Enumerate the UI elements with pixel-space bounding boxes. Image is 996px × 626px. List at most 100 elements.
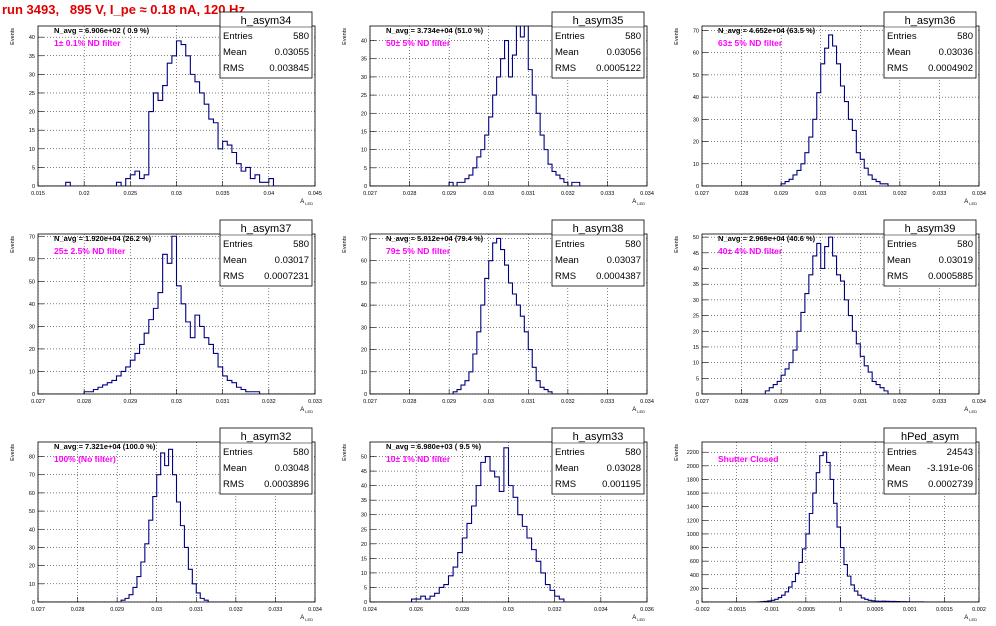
x-tick-label: -0.0005: [797, 607, 816, 613]
x-tick-label: 0.033: [933, 399, 947, 405]
stats-title: h_asym38: [573, 223, 624, 235]
stats-value: 580: [625, 239, 641, 250]
x-tick-label: 0.033: [933, 191, 947, 197]
y-tick-label: 10: [693, 162, 699, 168]
y-tick-label: 10: [361, 370, 367, 376]
plot-frame: [37, 441, 316, 603]
stats-key: Entries: [223, 447, 253, 458]
stats-value: 0.001195: [602, 479, 641, 490]
filter-label: 79± 5% ND filter: [386, 246, 451, 256]
stats-value: 0.03019: [939, 255, 973, 266]
y-tick-label: 5: [32, 165, 35, 171]
filter-label: 100% (No filter): [54, 454, 116, 464]
navg-text: N_avg = 5.812e+04 (79.4 %): [386, 234, 484, 243]
stats-key: Mean: [555, 47, 579, 58]
x-tick-label: 0.0015: [936, 607, 953, 613]
y-tick-label: 0: [364, 600, 367, 606]
y-tick-label: 35: [693, 282, 699, 288]
y-tick-label: 60: [693, 51, 699, 57]
y-tick-label: 0: [32, 600, 35, 606]
y-tick-label: 800: [690, 546, 699, 552]
y-tick-label: 25: [29, 91, 35, 97]
stats-key: Entries: [555, 447, 585, 458]
y-tick-label: 0: [32, 392, 35, 398]
x-tick-label: 0.032: [893, 399, 907, 405]
stats-value: 0.03017: [275, 255, 309, 266]
stats-value: 0.0005885: [928, 271, 973, 282]
x-tick-label: 0.028: [735, 399, 749, 405]
histogram-series: [42, 40, 315, 186]
x-tick-label: 0.034: [640, 399, 654, 405]
y-tick-label: 50: [361, 281, 367, 287]
x-tick-label: 0.002: [972, 607, 986, 613]
y-tick-label: 2200: [687, 450, 699, 456]
stats-value: 0.0004387: [596, 271, 641, 282]
y-tick-label: 20: [29, 564, 35, 570]
x-axis-title-subscript: LED: [637, 201, 645, 206]
y-tick-label: 20: [29, 347, 35, 353]
stats-key: RMS: [555, 271, 576, 282]
y-tick-label: 20: [693, 140, 699, 146]
x-tick-label: 0.026: [409, 607, 423, 613]
x-axis-title: ALED: [300, 407, 313, 414]
x-tick-label: 0.033: [601, 191, 615, 197]
x-tick-label: 0.029: [123, 399, 137, 405]
stats-value: 0.0007231: [264, 271, 309, 282]
y-tick-label: 15: [361, 129, 367, 135]
x-tick-label: 0.029: [110, 607, 124, 613]
x-tick-label: 0.032: [561, 191, 575, 197]
x-tick-label: 0.031: [853, 399, 867, 405]
y-tick-label: 5: [364, 166, 367, 172]
histogram-series: [702, 34, 979, 186]
stats-box: [551, 11, 645, 79]
stats-key: RMS: [223, 271, 244, 282]
x-axis-title: ALED: [632, 407, 645, 414]
stats-key: Mean: [223, 463, 247, 474]
stats-value: 580: [957, 31, 973, 42]
stats-value: 0.0003896: [264, 479, 309, 490]
x-tick-label: 0.028: [735, 191, 749, 197]
y-tick-label: 30: [693, 298, 699, 304]
x-tick-label: 0.031: [189, 607, 203, 613]
x-axis-title: ALED: [964, 615, 977, 622]
y-tick-label: 0: [696, 392, 699, 398]
y-axis-title: Events: [342, 28, 348, 45]
x-tick-label: 0.034: [640, 191, 654, 197]
navg-text: N_avg = 6.906e+02 ( 0.9 %): [54, 26, 150, 35]
x-tick-label: 0.045: [308, 191, 322, 197]
stats-key: Entries: [887, 239, 917, 250]
y-tick-label: 60: [29, 257, 35, 263]
x-tick-label: 0.028: [77, 399, 91, 405]
filter-label: Shutter Closed: [718, 454, 778, 464]
x-tick-label: 0.029: [774, 191, 788, 197]
y-tick-label: 40: [29, 527, 35, 533]
filter-label: 25± 2.5% ND filter: [54, 246, 126, 256]
x-tick-label: 0.024: [363, 607, 377, 613]
stats-key: Mean: [887, 255, 911, 266]
stats-value: 580: [293, 31, 309, 42]
x-tick-label: -0.002: [694, 607, 710, 613]
stats-box: [551, 427, 645, 495]
y-tick-label: 60: [29, 491, 35, 497]
y-tick-label: 5: [696, 376, 699, 382]
stats-key: Mean: [887, 463, 911, 474]
x-axis-title-subscript: LED: [305, 617, 313, 622]
y-tick-label: 1600: [687, 491, 699, 497]
stats-key: Entries: [887, 31, 917, 42]
stats-key: Mean: [555, 463, 579, 474]
stats-title: h_asym37: [241, 223, 292, 235]
x-tick-label: 0.028: [403, 399, 417, 405]
histogram-series: [38, 448, 315, 602]
stats-key: Entries: [887, 447, 917, 458]
y-tick-label: 40: [29, 35, 35, 41]
stats-key: RMS: [887, 479, 908, 490]
x-axis-title-subscript: LED: [637, 617, 645, 622]
stats-key: RMS: [223, 479, 244, 490]
x-tick-label: 0.0005: [867, 607, 884, 613]
histogram-series: [702, 236, 979, 394]
y-tick-label: 20: [361, 348, 367, 354]
x-tick-label: 0.036: [640, 607, 654, 613]
x-tick-label: 0.032: [229, 607, 243, 613]
stats-value: 580: [293, 447, 309, 458]
histogram-h_asym32: 0.027 0.028 0.029 0.03 0.031 0.032 0.033 0.034 0…: [10, 427, 322, 622]
